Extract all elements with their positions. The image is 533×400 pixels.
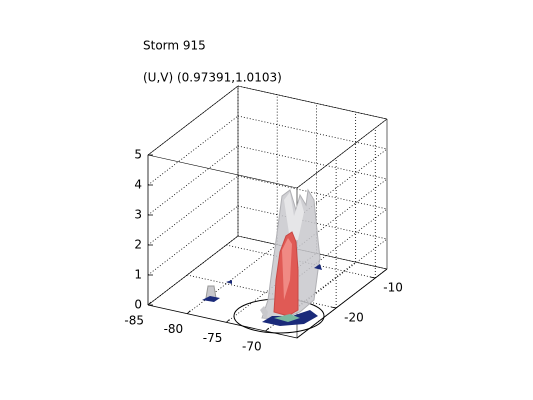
x-tick bbox=[186, 310, 191, 314]
y-tick-label: -20 bbox=[344, 311, 364, 325]
x-tick bbox=[226, 319, 230, 323]
isosurfaces bbox=[202, 188, 325, 334]
green-isosurface bbox=[274, 314, 300, 322]
y-tick bbox=[331, 306, 337, 309]
grid-line bbox=[147, 235, 239, 306]
box-edge bbox=[147, 154, 298, 189]
z-tick-label: 3 bbox=[134, 208, 142, 222]
z-tick-label: 2 bbox=[134, 238, 142, 252]
y-axis bbox=[296, 268, 388, 339]
grid-line bbox=[147, 205, 239, 276]
chart-title: Storm 915 bbox=[143, 39, 206, 53]
z-tick-label: 0 bbox=[134, 298, 142, 312]
x-tick bbox=[147, 301, 152, 306]
axes: 0 1 2 3 4 5 -85 -80 -75 -70 -20 -10 bbox=[124, 148, 402, 354]
x-tick bbox=[265, 327, 269, 332]
blue-isosurface-small bbox=[226, 280, 232, 284]
gray-highlight bbox=[284, 192, 304, 240]
x-tick-label: -75 bbox=[203, 331, 223, 345]
grid-line bbox=[147, 115, 239, 186]
x-tick-label: -80 bbox=[164, 322, 184, 336]
y-tick-label: -10 bbox=[383, 281, 403, 295]
x-tick-label: -70 bbox=[242, 340, 262, 354]
grid-line bbox=[226, 253, 317, 323]
z-tick-label: 1 bbox=[134, 268, 142, 282]
blue-isosurface-small bbox=[314, 264, 322, 270]
grid-line bbox=[186, 244, 278, 315]
chart-subtitle: (U,V) (0.97391,1.0103) bbox=[143, 71, 282, 85]
grid-line bbox=[296, 118, 388, 189]
red-highlight bbox=[282, 238, 292, 300]
gray-isosurface-small bbox=[260, 306, 268, 320]
blue-isosurface-small bbox=[202, 296, 220, 302]
z-tick-label: 4 bbox=[134, 178, 142, 192]
grid-line bbox=[147, 145, 239, 216]
y-tick bbox=[370, 276, 376, 279]
z-tick-label: 5 bbox=[134, 148, 142, 162]
x-tick-label: -85 bbox=[124, 314, 144, 328]
grid-line bbox=[147, 175, 239, 246]
grid-line bbox=[147, 85, 239, 156]
box-edge bbox=[237, 85, 388, 120]
x-axis bbox=[147, 304, 298, 339]
